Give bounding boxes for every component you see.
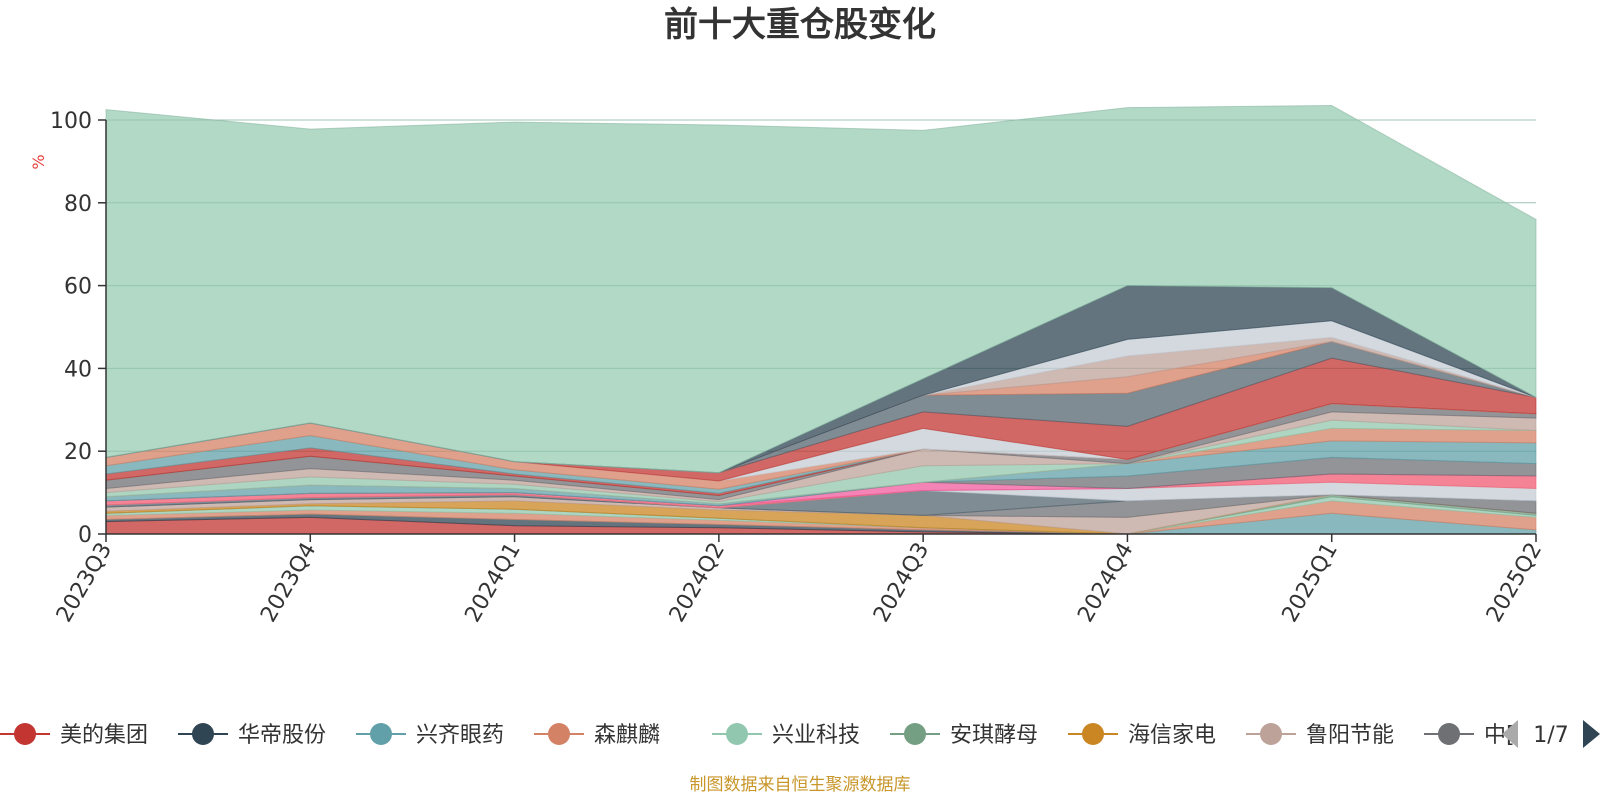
legend-label: 安琪酵母	[950, 723, 1038, 748]
legend-item-8[interactable]: 鲁阳节能	[1246, 723, 1394, 748]
legend-label: 兴齐眼药	[416, 723, 504, 748]
x-tick-label-2024Q2: 2024Q2	[665, 539, 730, 627]
legend-item-3[interactable]: 兴齐眼药	[356, 723, 504, 748]
x-tick-label-2023Q4: 2023Q4	[256, 539, 321, 627]
legend-label: 兴业科技	[772, 723, 860, 748]
x-tick-label-2024Q4: 2024Q4	[1073, 539, 1138, 627]
x-tick-label-2024Q3: 2024Q3	[869, 539, 934, 627]
legend-marker	[14, 723, 36, 745]
legend-item-6[interactable]: 安琪酵母	[890, 723, 1038, 748]
area-series-30	[105, 104, 1537, 474]
stacked-areas	[105, 104, 1537, 535]
legend-label: 森麒麟	[594, 723, 660, 748]
y-tick-label-20: 20	[64, 440, 92, 465]
legend-marker	[370, 723, 392, 745]
legend-marker	[1260, 723, 1282, 745]
legend-label: 华帝股份	[238, 723, 326, 748]
x-tick-label-2023Q3: 2023Q3	[52, 539, 117, 627]
legend-marker	[1082, 723, 1104, 745]
legend-item-2[interactable]: 华帝股份	[178, 723, 326, 748]
legend-item-9[interactable]: 中[	[1424, 723, 1515, 748]
y-tick-label-100: 100	[50, 109, 92, 134]
x-tick-label-2024Q1: 2024Q1	[460, 539, 525, 627]
legend-marker	[192, 723, 214, 745]
legend[interactable]: 美的集团 华帝股份 兴齐眼药 森麒麟 兴业科技 安琪酵母 海信家电 鲁阳节能 中[	[0, 723, 1515, 748]
y-axis-unit: %	[29, 154, 48, 169]
legend-prev-icon[interactable]	[1502, 720, 1518, 748]
legend-label: 鲁阳节能	[1306, 723, 1394, 748]
y-tick-label-40: 40	[64, 357, 92, 382]
x-tick-label-2025Q1: 2025Q1	[1278, 539, 1343, 627]
legend-marker	[1438, 723, 1460, 745]
legend-item-5[interactable]: 兴业科技	[712, 723, 860, 748]
legend-label: 海信家电	[1128, 723, 1216, 748]
legend-next-icon[interactable]	[1583, 720, 1600, 748]
legend-marker	[904, 723, 926, 745]
source-note: 制图数据来自恒生聚源数据库	[690, 775, 911, 795]
legend-label: 美的集团	[60, 723, 148, 748]
legend-marker	[726, 723, 748, 745]
legend-pager[interactable]: 1/7	[1502, 720, 1600, 748]
legend-marker	[548, 723, 570, 745]
legend-item-7[interactable]: 海信家电	[1068, 723, 1216, 748]
y-tick-label-60: 60	[64, 275, 92, 300]
legend-page-indicator: 1/7	[1533, 723, 1568, 748]
y-tick-label-80: 80	[64, 192, 92, 217]
y-tick-label-0: 0	[78, 523, 92, 548]
legend-item-1[interactable]: 美的集团	[0, 723, 148, 748]
chart-title: 前十大重仓股变化	[664, 5, 936, 45]
legend-item-4[interactable]: 森麒麟	[534, 723, 660, 748]
x-tick-label-2025Q2: 2025Q2	[1482, 539, 1547, 627]
